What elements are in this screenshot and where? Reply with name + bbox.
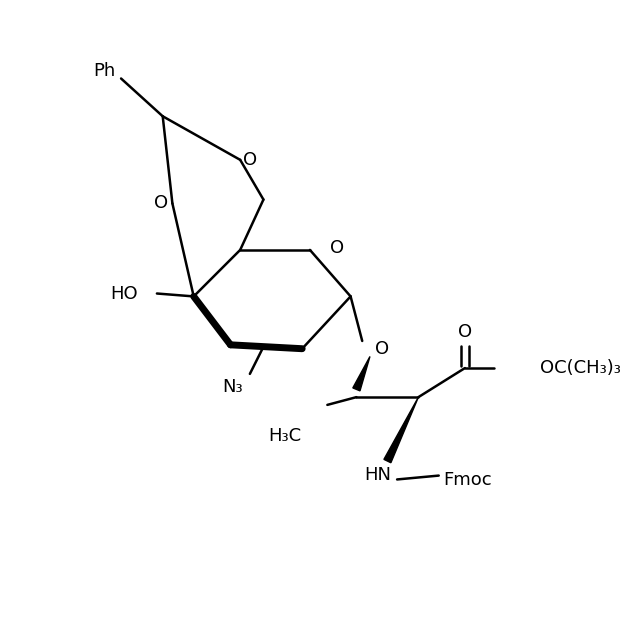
Text: HN: HN xyxy=(364,465,391,484)
Text: O: O xyxy=(375,340,390,358)
Text: O: O xyxy=(458,323,472,341)
Text: O: O xyxy=(330,239,344,257)
Text: H₃C: H₃C xyxy=(268,427,301,445)
Text: O: O xyxy=(243,151,257,169)
Text: OC(CH₃)₃: OC(CH₃)₃ xyxy=(540,359,621,377)
Text: O: O xyxy=(154,195,168,213)
Text: Ph: Ph xyxy=(93,62,116,80)
Text: N₃: N₃ xyxy=(222,378,243,397)
Text: Fmoc: Fmoc xyxy=(444,472,492,489)
Text: HO: HO xyxy=(110,284,138,302)
Polygon shape xyxy=(384,397,418,463)
Polygon shape xyxy=(353,357,370,391)
